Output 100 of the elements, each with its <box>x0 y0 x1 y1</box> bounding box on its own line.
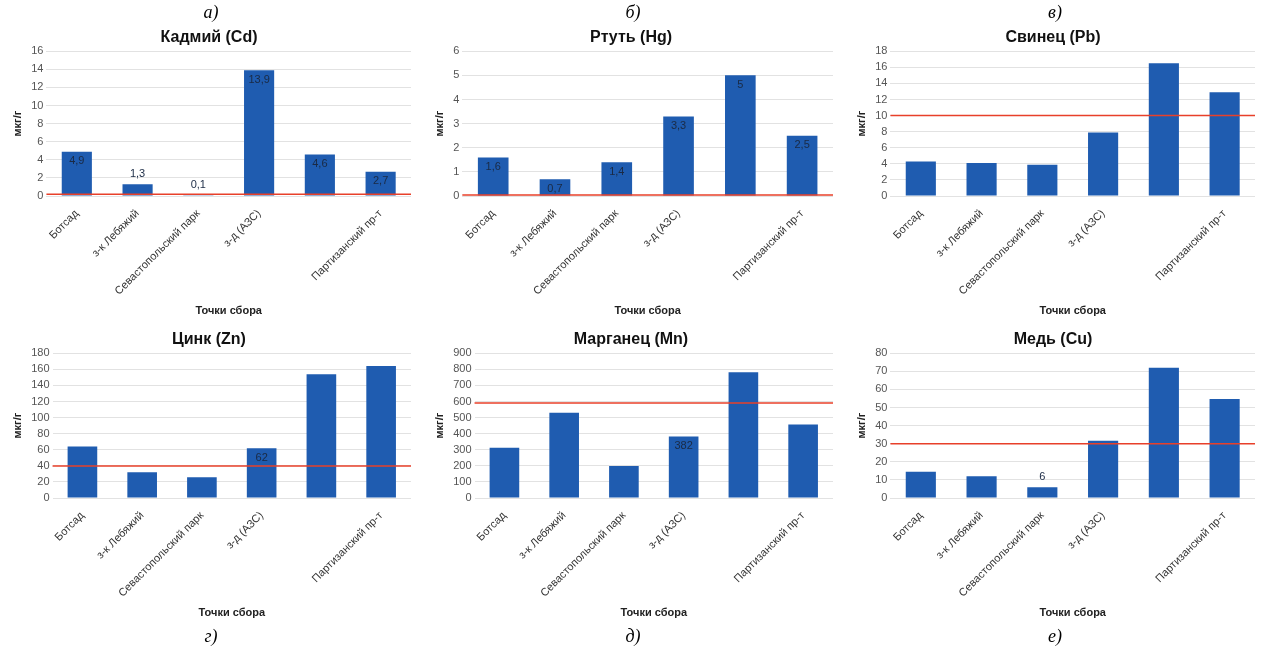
y-tick-label: 900 <box>453 346 472 359</box>
y-axis-title: мкг/г <box>432 412 445 439</box>
x-axis-title: Точки сбора <box>620 606 688 619</box>
y-tick-label: 400 <box>453 426 472 439</box>
text: а) <box>203 1 219 24</box>
y-tick-label: 8 <box>37 116 44 129</box>
bar <box>122 184 153 196</box>
data-label: 62 <box>255 450 268 463</box>
bar <box>728 372 759 498</box>
y-tick-label: 60 <box>37 442 50 455</box>
x-axis-title: Точки сбора <box>198 606 266 619</box>
bar <box>905 471 936 498</box>
y-tick-label: 4 <box>37 152 44 165</box>
y-tick-label: 0 <box>43 491 50 504</box>
data-label: 0,1 <box>190 177 206 190</box>
bar <box>366 366 396 498</box>
y-tick-label: 4 <box>881 156 888 169</box>
y-tick-label: 80 <box>37 426 50 439</box>
y-tick-label: 5 <box>453 68 460 81</box>
y-tick-label: 140 <box>31 378 50 391</box>
y-tick-label: 0 <box>881 189 888 202</box>
bar <box>1209 399 1240 498</box>
y-tick-label: 18 <box>875 44 888 57</box>
y-tick-label: 2 <box>881 173 888 186</box>
y-axis-title: мкг/г <box>854 412 867 439</box>
y-tick-label: 12 <box>31 80 44 93</box>
bar <box>905 161 936 196</box>
y-tick-label: 6 <box>453 44 460 57</box>
y-tick-label: 1 <box>453 164 460 177</box>
y-tick-label: 80 <box>875 346 888 359</box>
y-tick-label: 20 <box>875 454 888 467</box>
data-label: 382 <box>674 439 693 452</box>
y-tick-label: 50 <box>875 400 888 413</box>
y-tick-label: 700 <box>453 378 472 391</box>
y-tick-label: 8 <box>881 124 888 137</box>
bar <box>246 448 277 498</box>
y-tick-label: 600 <box>453 394 472 407</box>
data-label: 0,7 <box>547 181 563 194</box>
bar <box>1148 63 1179 196</box>
bar <box>966 163 997 196</box>
bar <box>788 424 818 498</box>
y-tick-label: 120 <box>31 394 50 407</box>
bar <box>61 151 92 196</box>
x-axis-title: Точки сбора <box>614 304 682 317</box>
data-label: 1,6 <box>485 159 501 172</box>
y-tick-label: 2 <box>37 171 44 184</box>
bar <box>601 162 633 196</box>
x-axis-title: Точки сбора <box>195 304 263 317</box>
y-tick-label: 200 <box>453 458 472 471</box>
y-tick-label: 40 <box>37 458 50 471</box>
y-tick-label: 20 <box>37 475 50 488</box>
bar <box>304 154 335 196</box>
bar <box>489 447 520 498</box>
y-tick-label: 6 <box>37 134 44 147</box>
y-tick-label: 100 <box>31 410 50 423</box>
bar <box>244 70 275 196</box>
y-tick-label: 30 <box>875 436 888 449</box>
chart-title: Ртуть (Hg) <box>589 28 673 46</box>
y-tick-label: 10 <box>875 473 888 486</box>
data-label: 13,9 <box>248 72 270 85</box>
bar <box>306 374 337 498</box>
text: б) <box>625 1 641 24</box>
bar <box>1027 164 1058 196</box>
y-tick-label: 800 <box>453 362 472 375</box>
bar <box>67 446 98 498</box>
bar <box>786 135 818 196</box>
chart-title: Цинк (Zn) <box>172 330 246 348</box>
chart-title: Медь (Cu) <box>1013 330 1093 348</box>
y-tick-label: 12 <box>875 92 888 105</box>
data-label: 1,4 <box>609 164 625 177</box>
y-axis-title: мкг/г <box>432 110 445 137</box>
x-axis-title: Точки сбора <box>1039 304 1107 317</box>
y-tick-label: 0 <box>37 189 44 202</box>
text: е) <box>1048 625 1062 648</box>
y-axis-title: мкг/г <box>10 412 23 439</box>
bar <box>1209 92 1240 196</box>
y-tick-label: 40 <box>875 418 888 431</box>
bar <box>966 476 997 498</box>
y-tick-label: 14 <box>31 62 44 75</box>
bar <box>1027 487 1058 498</box>
y-tick-label: 60 <box>875 382 888 395</box>
y-tick-label: 0 <box>465 491 472 504</box>
y-tick-label: 160 <box>31 362 50 375</box>
data-label: 1,3 <box>129 166 146 179</box>
bar <box>668 436 699 498</box>
y-tick-label: 0 <box>881 491 888 504</box>
chart-title: Марганец (Mn) <box>573 330 689 348</box>
bar <box>725 75 756 196</box>
y-tick-label: 10 <box>875 108 888 121</box>
y-tick-label: 14 <box>875 76 888 89</box>
y-tick-label: 16 <box>875 60 888 73</box>
data-label: 5 <box>737 77 744 90</box>
bar <box>477 157 509 196</box>
text: д) <box>625 625 641 648</box>
y-tick-label: 180 <box>31 346 50 359</box>
y-tick-label: 100 <box>453 475 472 488</box>
text: г) <box>204 625 218 648</box>
y-tick-label: 0 <box>453 189 460 202</box>
y-tick-label: 16 <box>31 44 44 57</box>
y-axis-title: мкг/г <box>854 110 867 137</box>
